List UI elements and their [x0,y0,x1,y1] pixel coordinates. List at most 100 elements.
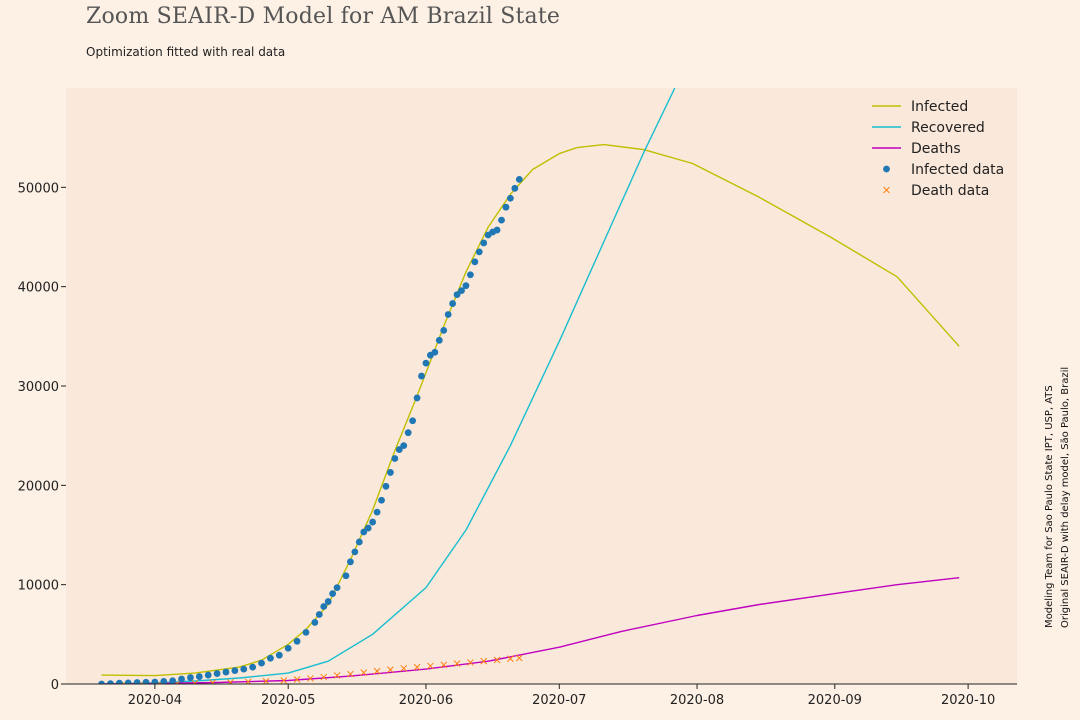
infected-data-point [213,670,221,677]
legend-label: Death data [911,183,989,199]
y-tick-label: 0 [51,678,59,693]
legend-label: Recovered [911,120,985,136]
infected-data-point [195,673,203,680]
infected-data-point [249,663,257,671]
credit-line-2: Original SEAIR-D with delay model, São P… [1060,367,1071,628]
infected-data-point [480,239,488,247]
infected-data-point [151,678,159,684]
y-tick-label: 30000 [18,380,59,395]
infected-data-point [413,394,421,402]
death-data-point [515,654,523,662]
infected-data-point [449,300,457,307]
death-data-point [440,661,448,669]
legend-item-infected-data: Infected data [883,162,1004,178]
infected-data-point [178,675,185,683]
infected-data-point [453,291,461,299]
infected-data-point [347,558,354,566]
infected-data-point [444,311,452,318]
series-line-recovered [101,88,676,684]
infected-data-point [360,528,368,536]
legend-item-death-data: Death data [883,183,989,199]
infected-data-point [462,282,470,290]
infected-data-point [204,671,212,679]
x-tick-label: 2020-10 [941,693,995,708]
legend: Infected Recovered Deaths Infected data Deat… [872,99,1004,199]
infected-data-point [142,678,150,684]
series-line-deaths [101,577,960,684]
infected-data-point [373,508,381,516]
infected-data-point [231,667,239,674]
infected-data-point [502,203,510,211]
infected-data-point [369,518,377,526]
legend-item-deaths: Deaths [872,141,961,157]
infected-data-point [475,248,483,256]
series-line-infected [101,143,960,677]
infected-data-point [498,216,505,224]
chart-subtitle: Optimization fitted with real data [86,45,286,59]
x-tick-label: 2020-06 [399,693,453,708]
infected-data-point [418,372,425,380]
infected-data-point [342,572,350,580]
death-data-point [333,672,341,679]
infected-data-point [355,538,363,546]
death-data-point [347,670,354,678]
death-data-point [262,677,270,684]
death-data-point [493,656,501,664]
infected-data-point [124,679,132,684]
death-data-point [400,664,408,672]
death-data-point [467,659,474,666]
death-data-point [320,673,328,681]
infected-data-point [284,644,292,652]
x-tick-label: 2020-07 [532,693,586,708]
death-data-point [453,660,461,667]
chart-title: Zoom SEAIR-D Model for AM Brazil State [86,4,561,29]
infected-data-point [515,175,523,183]
infected-data-point [395,446,403,453]
infected-data-point [160,678,168,684]
credits: Modeling Team for Sao Paulo State IPT, U… [1044,367,1071,628]
legend-label: Infected data [911,162,1004,178]
infected-data-point [382,482,390,490]
infected-data-point [293,637,301,645]
legend-item-recovered: Recovered [872,120,985,136]
death-data-point [360,669,368,676]
death-data-point [293,676,301,683]
legend-swatch [883,165,890,173]
infected-data-point [364,524,372,532]
infected-data-point [404,429,412,437]
infected-data-point [391,455,399,462]
infected-data-point [169,677,177,684]
infected-data-point [351,548,359,556]
infected-data-point [324,598,332,605]
death-data-point [191,679,199,684]
death-data-point [227,679,234,684]
plot-area [66,88,1017,684]
legend-label: Deaths [911,141,961,157]
infected-data-point [387,469,394,476]
infected-data-point [440,326,448,334]
death-data-point [413,663,421,671]
death-data-point [480,657,488,665]
death-data-point [209,679,217,684]
x-tick-label: 2020-05 [261,693,315,708]
death-data-point [427,662,434,670]
infected-data-point [458,287,465,295]
infected-data-point [240,665,248,673]
infected-data-point [466,271,474,279]
infected-data-point [435,336,443,344]
infected-data-point [320,603,328,610]
infected-data-point [329,590,337,598]
infected-data-point [133,679,141,684]
death-data-point [307,675,314,682]
infected-data-point [302,628,310,636]
legend-item-infected: Infected [872,99,968,115]
y-tick-label: 50000 [18,181,59,196]
infected-data-point [422,359,430,367]
legend-swatch [883,186,890,194]
infected-data-point [378,496,385,504]
infected-data-point [107,680,114,684]
infected-data-point [315,611,323,618]
infected-data-point [187,674,194,681]
death-data-point [373,667,381,675]
infected-data-point [431,348,439,356]
